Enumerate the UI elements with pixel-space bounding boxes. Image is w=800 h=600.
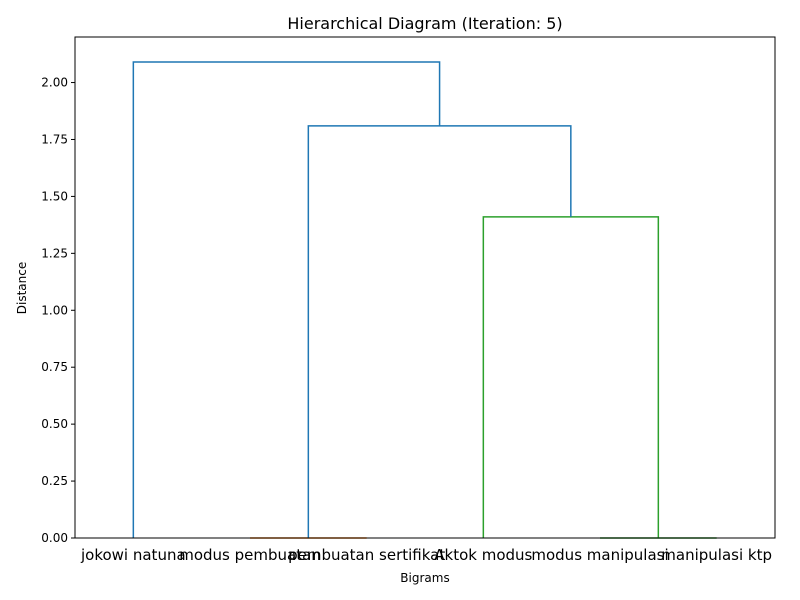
y-tick-label: 1.00 xyxy=(41,303,68,317)
y-tick-label: 1.25 xyxy=(41,246,68,260)
chart-title: Hierarchical Diagram (Iteration: 5) xyxy=(287,14,562,33)
y-tick-label: 0.50 xyxy=(41,417,68,431)
leaf-label: pembuatan sertifikat xyxy=(288,546,445,564)
y-axis-label: Distance xyxy=(15,262,29,314)
y-axis: 0.00 0.25 0.50 0.75 1.00 1.25 1.50 1.75 2.00 xyxy=(41,76,75,545)
leaf-label: Aktok modus xyxy=(434,546,532,564)
y-tick-label: 1.75 xyxy=(41,132,68,146)
dendrogram-link xyxy=(132,61,441,538)
leaf-label: modus manipulasi xyxy=(531,546,668,564)
y-tick-label: 1.50 xyxy=(41,189,68,203)
dendrogram-link xyxy=(482,216,660,538)
leaf-label: jokowi natuna xyxy=(80,546,186,564)
leaf-label: manipulasi ktp xyxy=(661,546,772,564)
y-tick-label: 0.25 xyxy=(41,474,68,488)
dendrogram-links xyxy=(132,61,717,539)
x-axis-label: Bigrams xyxy=(400,571,449,585)
plot-frame xyxy=(74,36,776,539)
dendrogram-link xyxy=(307,125,572,538)
leaf-label: modus pembuatan xyxy=(179,546,321,564)
y-tick-label: 2.00 xyxy=(41,76,68,90)
y-tick-label: 0.75 xyxy=(41,360,68,374)
y-tick-label: 0.00 xyxy=(41,531,68,545)
